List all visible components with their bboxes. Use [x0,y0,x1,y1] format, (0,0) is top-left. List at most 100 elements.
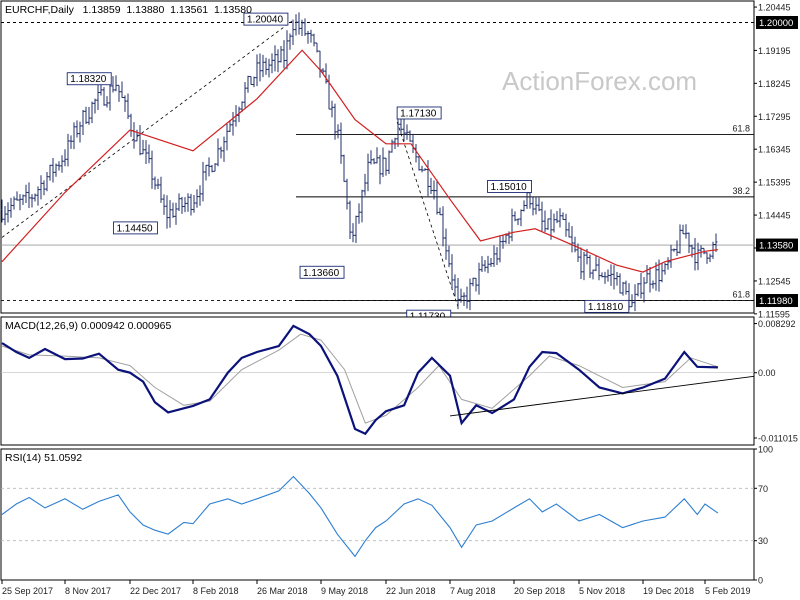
price-bar [69,135,73,149]
price-bar [348,200,352,240]
rsi-axis-label: 100 [758,445,773,455]
price-bar [108,80,112,111]
price-bar [51,157,55,183]
price-bar [435,179,439,215]
price-bar [30,194,34,208]
fib-level-label: 38.2 [732,186,750,196]
price-bar [309,29,313,43]
price-bar [459,288,463,303]
price-bar [12,196,16,210]
price-bar [660,262,664,283]
price-bar [663,262,667,275]
price-bar [153,176,157,190]
price-bar [699,245,703,258]
price-bar [147,144,151,164]
price-axis: 1.20445 1.19195 1.18245 1.17295 1.16345 1.153… [754,3,791,319]
price-bar [357,203,361,224]
macd-lines [1,324,755,436]
price-bar [288,33,292,50]
date-axis-label: 9 May 2018 [321,586,368,596]
price-bar [165,195,169,229]
price-bar [291,19,295,46]
price-bar [666,257,670,270]
price-bar [177,193,181,212]
axis-level-tag-text: 1.11980 [759,296,793,307]
price-bar [636,283,640,297]
price-bar [618,273,622,294]
price-bar [609,264,613,286]
price-bar [93,98,97,114]
price-bar [630,294,634,308]
price-bar [270,53,274,74]
price-axis-label: 1.14445 [758,211,791,221]
price-bar [504,233,508,244]
price-bar [144,140,148,165]
rsi-panel-frame [0,448,755,581]
price-bar [279,45,283,63]
price-bar [45,172,49,192]
price-bar [33,193,37,202]
price-bar [27,182,31,208]
price-bar [552,213,556,233]
price-bar [84,106,88,125]
price-bar [444,228,448,260]
price-bar [207,157,211,177]
price-bar [249,76,253,86]
price-bar [483,260,487,272]
price-bar [615,272,619,286]
price-bar [276,49,280,73]
swing-label: 1.14450 [112,221,158,234]
macd-axis-label: 0.008292 [758,319,796,329]
rsi-panel: 100 70 30 0 RSI(14) 51.0592 [0,445,773,586]
price-bar [462,292,466,306]
price-bar [72,122,76,150]
price-bar [195,189,199,208]
price-bar [264,57,268,75]
price-bar [87,107,91,125]
price-bar [102,87,106,106]
price-bar [486,255,490,274]
price-bar [159,176,163,203]
price-bar [306,30,310,44]
price-bar [183,197,187,213]
price-bar [81,110,85,136]
swing-label-text: 1.18320 [70,74,107,85]
swing-label-text: 1.17130 [400,108,437,119]
swing-label-text: 1.13660 [303,268,340,279]
price-bar [420,165,424,173]
price-bar [231,112,235,136]
macd-title: MACD(12,26,9) 0.000942 0.000965 [5,320,172,332]
price-bar [342,154,346,182]
rsi-lines [1,475,719,558]
price-bar [351,223,355,243]
price-bar [714,233,718,253]
date-axis-label: 25 Sep 2017 [2,586,53,596]
price-bar [639,272,643,299]
price-bar [78,121,82,143]
price-bar [384,157,388,176]
price-bar [96,82,100,110]
price-bar [141,139,145,155]
fib-level-label: 61.8 [732,290,750,300]
price-bar [519,209,523,227]
price-bar [48,164,52,181]
price-bar [21,194,25,205]
price-bar [381,147,385,177]
price-bar [441,206,445,247]
price-bar [576,243,580,262]
price-bar [258,53,262,82]
price-axis-label: 1.11595 [758,309,790,319]
price-bar [477,262,481,295]
price-bar [456,277,460,310]
price-bar [573,236,577,253]
price-bar [6,202,10,223]
price-bar [537,197,541,212]
price-bar [678,224,682,254]
price-bar [273,45,277,72]
price-bar [480,256,484,273]
price-bar [591,269,595,280]
price-bar [600,272,604,278]
price-bar [675,240,679,256]
price-bar [510,208,514,242]
